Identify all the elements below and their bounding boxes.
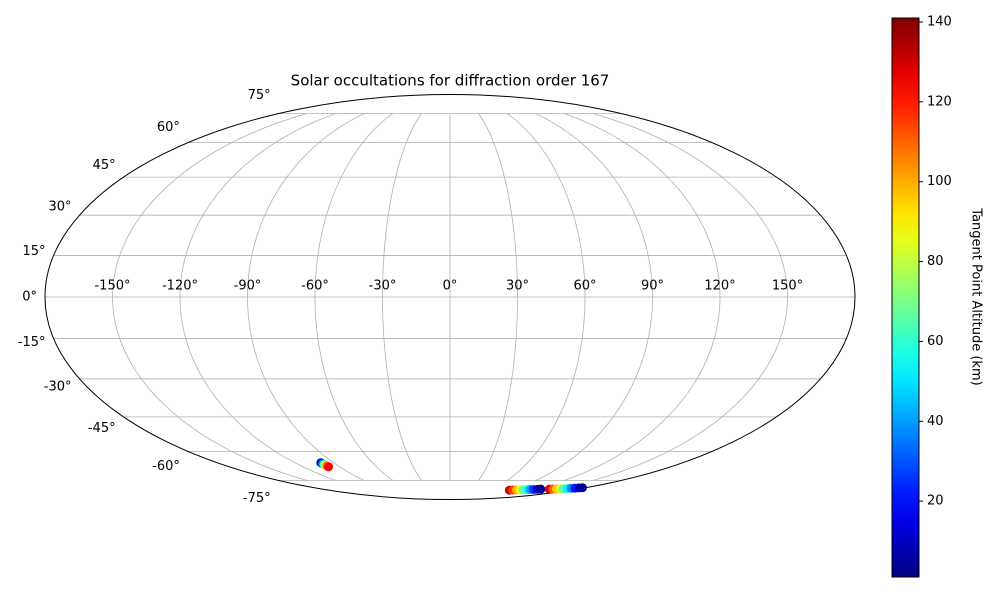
x-tick-label: -60° [301,279,329,294]
y-tick-label: 60° [157,120,180,135]
grid-line [112,113,308,481]
grid-line [179,113,336,481]
colorbar-tick-label: 20 [927,494,944,509]
x-tick-label: -120° [162,279,198,294]
y-tick-label: -45° [88,421,116,436]
colorbar-tick-label: 120 [927,94,952,109]
y-tick-label: -60° [152,459,180,474]
x-tick-label: 0° [443,279,458,294]
x-tick-label: 90° [641,279,664,294]
chart-title: Solar occultations for diffraction order… [291,72,610,90]
data-point [324,462,334,472]
data-point [536,484,546,494]
y-tick-label: -15° [18,335,46,350]
grid-line [592,113,788,481]
y-tick-label: 30° [48,200,71,215]
grid-line [564,113,721,481]
grid-line [478,113,518,481]
grid-line [506,113,586,481]
y-tick-label: -30° [44,379,72,394]
x-tick-label: -90° [234,279,262,294]
y-tick-label: 75° [248,88,271,103]
colorbar-tick-label: 140 [927,14,952,29]
colorbar-tick-label: 40 [927,414,944,429]
x-tick-label: -30° [369,279,397,294]
grid-line [247,113,365,481]
x-tick-label: 150° [772,279,803,294]
colorbar-label: Tangent Point Altitude (km) [969,207,984,385]
y-tick-label: 45° [93,158,116,173]
data-point [577,483,587,493]
colorbar [891,17,920,578]
grid-line [535,113,653,481]
colorbar-tick-label: 100 [927,174,952,189]
x-tick-label: 60° [573,279,596,294]
x-tick-label: 30° [506,279,529,294]
grid-line [314,113,394,481]
map-outline [44,94,856,500]
y-tick-label: 15° [23,244,46,259]
x-tick-label: -150° [94,279,130,294]
grid-line [382,113,422,481]
x-tick-label: 120° [704,279,735,294]
colorbar-tick-label: 60 [927,334,944,349]
colorbar-tick-label: 80 [927,254,944,269]
y-tick-label: -75° [243,491,271,506]
y-tick-label: 0° [22,290,37,305]
